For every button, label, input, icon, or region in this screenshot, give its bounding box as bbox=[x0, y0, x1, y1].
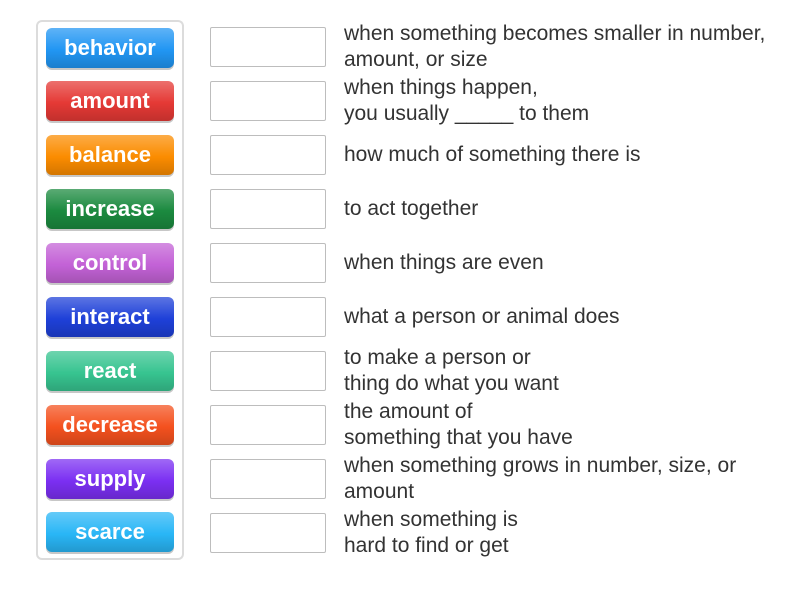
gap bbox=[184, 344, 208, 398]
definition-3: to act together bbox=[328, 182, 780, 236]
definition-text: when things are even bbox=[344, 250, 544, 276]
dropzone-6[interactable] bbox=[210, 351, 326, 391]
gap bbox=[184, 74, 208, 128]
row-6: react to make a person orthing do what yo… bbox=[36, 344, 780, 398]
word-tile-label: supply bbox=[75, 466, 146, 492]
wordbank-cell: behavior bbox=[36, 20, 184, 74]
dropzone-cell bbox=[208, 182, 328, 236]
word-tile-label: increase bbox=[65, 196, 154, 222]
definition-text: when something grows in number, size, or… bbox=[344, 453, 780, 506]
wordbank-cell: supply bbox=[36, 452, 184, 506]
definition-9: when something ishard to find or get bbox=[328, 506, 780, 560]
word-tile-label: control bbox=[73, 250, 148, 276]
gap bbox=[184, 290, 208, 344]
row-4: control when things are even bbox=[36, 236, 780, 290]
definition-6: to make a person orthing do what you wan… bbox=[328, 344, 780, 398]
wordbank-cell: decrease bbox=[36, 398, 184, 452]
word-tile-control[interactable]: control bbox=[46, 243, 174, 283]
gap bbox=[184, 398, 208, 452]
word-tile-react[interactable]: react bbox=[46, 351, 174, 391]
dropzone-2[interactable] bbox=[210, 135, 326, 175]
dropzone-1[interactable] bbox=[210, 81, 326, 121]
definition-0: when something becomes smaller in number… bbox=[328, 20, 780, 74]
dropzone-cell bbox=[208, 452, 328, 506]
word-tile-label: balance bbox=[69, 142, 151, 168]
wordbank-cell: amount bbox=[36, 74, 184, 128]
definition-1: when things happen,you usually _____ to … bbox=[328, 74, 780, 128]
dropzone-cell bbox=[208, 506, 328, 560]
word-tile-interact[interactable]: interact bbox=[46, 297, 174, 337]
dropzone-7[interactable] bbox=[210, 405, 326, 445]
dropzone-3[interactable] bbox=[210, 189, 326, 229]
row-5: interact what a person or animal does bbox=[36, 290, 780, 344]
row-8: supply when something grows in number, si… bbox=[36, 452, 780, 506]
matching-exercise: behavior when something becomes smaller i… bbox=[0, 0, 800, 600]
gap bbox=[184, 452, 208, 506]
dropzone-cell bbox=[208, 128, 328, 182]
dropzone-8[interactable] bbox=[210, 459, 326, 499]
word-tile-decrease[interactable]: decrease bbox=[46, 405, 174, 445]
row-9: scarce when something ishard to find or g… bbox=[36, 506, 780, 560]
definition-text: how much of something there is bbox=[344, 142, 640, 168]
dropzone-cell bbox=[208, 398, 328, 452]
dropzone-9[interactable] bbox=[210, 513, 326, 553]
wordbank-cell: scarce bbox=[36, 506, 184, 560]
word-tile-label: behavior bbox=[64, 35, 156, 61]
word-tile-label: react bbox=[84, 358, 137, 384]
dropzone-cell bbox=[208, 20, 328, 74]
row-1: amount when things happen,you usually ___… bbox=[36, 74, 780, 128]
definition-text: the amount ofsomething that you have bbox=[344, 399, 573, 452]
definition-text: when things happen,you usually _____ to … bbox=[344, 75, 589, 128]
row-3: increase to act together bbox=[36, 182, 780, 236]
definition-text: to act together bbox=[344, 196, 478, 222]
word-tile-label: scarce bbox=[75, 519, 145, 545]
word-tile-balance[interactable]: balance bbox=[46, 135, 174, 175]
dropzone-5[interactable] bbox=[210, 297, 326, 337]
wordbank-cell: react bbox=[36, 344, 184, 398]
row-0: behavior when something becomes smaller i… bbox=[36, 20, 780, 74]
dropzone-cell bbox=[208, 344, 328, 398]
word-tile-label: interact bbox=[70, 304, 149, 330]
wordbank-cell: control bbox=[36, 236, 184, 290]
gap bbox=[184, 506, 208, 560]
word-tile-behavior[interactable]: behavior bbox=[46, 28, 174, 68]
word-tile-amount[interactable]: amount bbox=[46, 81, 174, 121]
row-2: balance how much of something there is bbox=[36, 128, 780, 182]
dropzone-4[interactable] bbox=[210, 243, 326, 283]
definition-text: when something becomes smaller in number… bbox=[344, 21, 780, 74]
definition-text: when something ishard to find or get bbox=[344, 507, 518, 560]
word-tile-increase[interactable]: increase bbox=[46, 189, 174, 229]
definition-8: when something grows in number, size, or… bbox=[328, 452, 780, 506]
word-tile-label: amount bbox=[70, 88, 149, 114]
word-tile-label: decrease bbox=[62, 412, 157, 438]
definition-text: what a person or animal does bbox=[344, 304, 620, 330]
definition-5: what a person or animal does bbox=[328, 290, 780, 344]
wordbank-cell: interact bbox=[36, 290, 184, 344]
dropzone-cell bbox=[208, 236, 328, 290]
dropzone-cell bbox=[208, 290, 328, 344]
gap bbox=[184, 128, 208, 182]
gap bbox=[184, 20, 208, 74]
definition-7: the amount ofsomething that you have bbox=[328, 398, 780, 452]
wordbank-cell: balance bbox=[36, 128, 184, 182]
gap bbox=[184, 236, 208, 290]
dropzone-0[interactable] bbox=[210, 27, 326, 67]
definition-2: how much of something there is bbox=[328, 128, 780, 182]
word-tile-supply[interactable]: supply bbox=[46, 459, 174, 499]
gap bbox=[184, 182, 208, 236]
wordbank-cell: increase bbox=[36, 182, 184, 236]
word-tile-scarce[interactable]: scarce bbox=[46, 512, 174, 552]
definition-4: when things are even bbox=[328, 236, 780, 290]
row-7: decrease the amount ofsomething that you … bbox=[36, 398, 780, 452]
dropzone-cell bbox=[208, 74, 328, 128]
definition-text: to make a person orthing do what you wan… bbox=[344, 345, 559, 398]
